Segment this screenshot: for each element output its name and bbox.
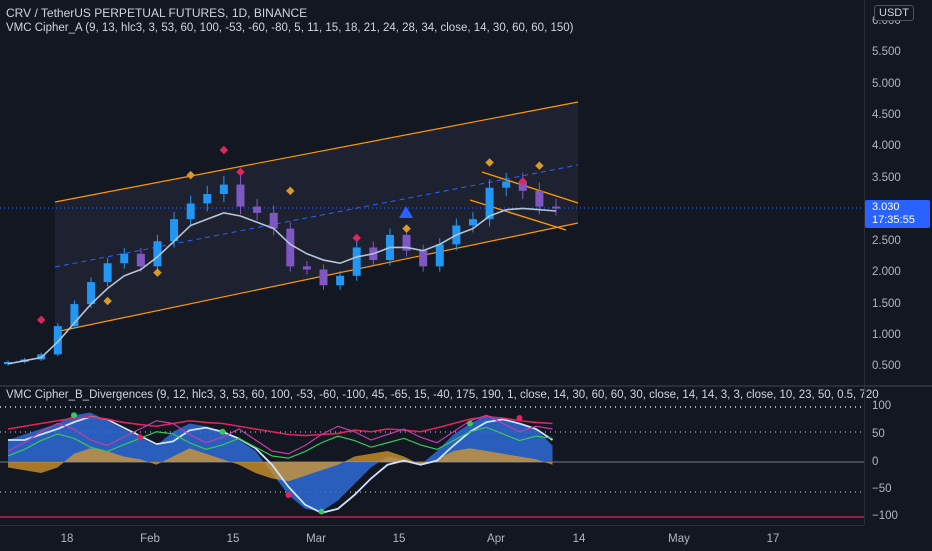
candle-body bbox=[219, 184, 228, 194]
channel-mid-dashed-line[interactable] bbox=[54, 164, 579, 268]
signal-diamond-icon bbox=[186, 170, 195, 180]
time-axis[interactable]: 18 Feb 15 Mar 15 Apr 14 May 17 bbox=[0, 525, 864, 551]
price-tick-label: 5.000 bbox=[872, 78, 901, 90]
time-tick-label: 18 bbox=[60, 533, 74, 545]
price-tick-label: 0.500 bbox=[872, 360, 901, 372]
osc-tick-label: 100 bbox=[872, 400, 892, 412]
candle-body bbox=[136, 253, 145, 267]
wave-cross-dot bbox=[71, 412, 77, 419]
price-chart-pane[interactable] bbox=[0, 0, 864, 385]
candle-body bbox=[419, 250, 428, 267]
candle-body bbox=[87, 282, 96, 305]
oscillator-legend[interactable]: VMC Cipher_B_Divergences (9, 12, hlc3, 3… bbox=[6, 389, 879, 401]
channel-fill bbox=[55, 102, 578, 332]
time-tick-label: May bbox=[668, 533, 690, 545]
osc-tick-label: −50 bbox=[872, 483, 892, 495]
candle-body bbox=[302, 266, 311, 270]
symbol-title[interactable]: CRV / TetherUS PERPETUAL FUTURES, 1D, BI… bbox=[6, 6, 308, 20]
time-tick-label: 15 bbox=[226, 533, 240, 545]
candle-body bbox=[435, 244, 444, 267]
signal-diamond-icon bbox=[103, 296, 112, 306]
wave-cross-dot bbox=[137, 434, 143, 441]
signal-diamond-icon bbox=[153, 268, 162, 277]
candle-body bbox=[253, 206, 262, 213]
signal-diamond-icon bbox=[485, 158, 494, 167]
candle-body bbox=[120, 253, 129, 264]
candle-body bbox=[552, 206, 560, 209]
rsi-line bbox=[7, 416, 553, 437]
signal-diamond-icon bbox=[352, 233, 361, 243]
indicator-legend[interactable]: VMC Cipher_A (9, 13, hlc3, 3, 53, 60, 10… bbox=[6, 22, 574, 34]
signal-diamond-icon bbox=[219, 145, 229, 155]
channel-upper-line[interactable] bbox=[54, 101, 579, 203]
candle-body bbox=[153, 241, 162, 267]
wave-cross-dot bbox=[318, 508, 325, 515]
time-tick-label: 17 bbox=[766, 533, 780, 545]
candle-body bbox=[402, 234, 411, 251]
candle-body bbox=[502, 181, 511, 188]
stoch-rsi-line bbox=[7, 414, 553, 455]
money-flow-area bbox=[8, 448, 553, 482]
price-axis[interactable]: 6.000 5.500 5.000 4.500 4.000 3.500 2.50… bbox=[864, 0, 932, 525]
price-tick-label: 3.500 bbox=[872, 172, 901, 184]
candle-body bbox=[236, 184, 245, 207]
bar-countdown: 17:35:55 bbox=[872, 214, 915, 226]
signal-diamond-icon bbox=[236, 167, 245, 177]
time-tick-label: Apr bbox=[487, 533, 505, 545]
wave-cross-dot bbox=[285, 492, 292, 498]
wedge-upper-line[interactable] bbox=[481, 171, 579, 204]
candle-body bbox=[336, 275, 345, 286]
candle-body bbox=[468, 219, 477, 226]
currency-selector-button[interactable]: USDT bbox=[874, 5, 914, 21]
candle-body bbox=[203, 194, 212, 204]
price-tick-label: 4.000 bbox=[872, 140, 901, 152]
current-price-tag: 3.030 17:35:55 bbox=[865, 200, 930, 228]
osc-dots-group bbox=[71, 412, 523, 515]
osc-tick-label: 0 bbox=[872, 456, 879, 468]
candle-body bbox=[352, 247, 361, 276]
price-tick-label: 5.500 bbox=[872, 46, 901, 58]
candle-body bbox=[103, 263, 112, 283]
price-tick-label: 2.000 bbox=[872, 266, 901, 278]
stoch-rsi-green-line bbox=[7, 426, 553, 459]
signal-diamond-icon bbox=[402, 224, 411, 233]
price-tick-label: 1.000 bbox=[872, 329, 901, 341]
candle-body bbox=[70, 304, 79, 327]
time-tick-label: Mar bbox=[306, 533, 326, 545]
candle-body bbox=[485, 187, 494, 220]
candles-group bbox=[4, 172, 560, 366]
osc-tick-label: 50 bbox=[872, 428, 885, 440]
pane-separator[interactable] bbox=[0, 385, 932, 387]
price-tick-label: 1.500 bbox=[872, 298, 901, 310]
blue-triangle-signal-icon bbox=[399, 206, 413, 218]
candle-body bbox=[186, 203, 195, 220]
wave-cross-dot bbox=[516, 415, 523, 421]
wave-cross-dot bbox=[467, 420, 473, 427]
candle-body bbox=[53, 326, 62, 355]
oscillator-pane[interactable] bbox=[0, 387, 864, 525]
candle-body bbox=[170, 219, 179, 242]
price-chart-canvas[interactable] bbox=[0, 0, 864, 385]
signal-diamond-icon bbox=[36, 315, 46, 325]
candle-body bbox=[319, 269, 328, 286]
price-tick-label: 4.500 bbox=[872, 109, 901, 121]
channel-lower-line[interactable] bbox=[54, 222, 579, 333]
time-tick-label: 14 bbox=[572, 533, 586, 545]
time-tick-label: 15 bbox=[392, 533, 406, 545]
candle-body bbox=[269, 212, 278, 229]
signal-diamond-icon bbox=[286, 186, 295, 196]
ema-line bbox=[7, 207, 557, 365]
candle-body bbox=[535, 190, 544, 207]
candle-body bbox=[518, 181, 527, 191]
candle-body bbox=[286, 228, 295, 267]
signals-group bbox=[36, 145, 544, 325]
osc-tick-label: −100 bbox=[872, 510, 898, 522]
time-tick-label: Feb bbox=[140, 533, 160, 545]
oscillator-canvas[interactable] bbox=[0, 387, 864, 525]
wave-cross-dot bbox=[219, 428, 226, 435]
price-tick-label: 2.500 bbox=[872, 235, 901, 247]
current-price-value: 3.030 bbox=[872, 201, 900, 213]
